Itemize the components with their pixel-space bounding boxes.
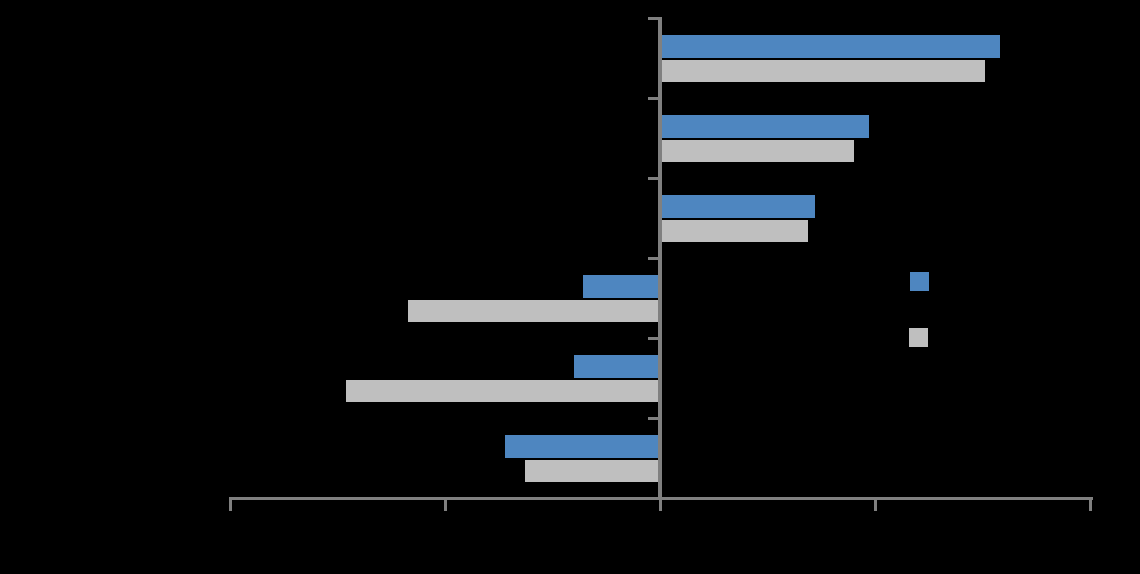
bar-gray-row-3 [662,220,808,242]
y-axis-tick [648,337,659,340]
bar-blue-row-4 [583,275,658,298]
x-axis-tick [444,497,447,511]
bar-blue-row-5 [574,355,658,378]
bar-gray-row-4 [408,300,658,322]
legend-swatch-blue [910,272,929,291]
y-axis-tick [648,257,659,260]
x-axis-tick [659,497,662,511]
x-axis-tick [874,497,877,511]
y-axis-tick [648,17,659,20]
y-axis-tick [648,417,659,420]
y-axis-tick [648,177,659,180]
bar-gray-row-6 [525,460,658,482]
bar-gray-row-5 [346,380,658,402]
y-axis-tick [648,97,659,100]
bar-gray-row-2 [662,140,854,162]
bar-blue-row-1 [662,35,1000,58]
legend-swatch-gray [909,328,928,347]
zero-axis-line [658,17,662,500]
bar-blue-row-2 [662,115,869,138]
x-axis-tick [229,497,232,511]
bar-blue-row-3 [662,195,815,218]
bar-blue-row-6 [505,435,658,458]
x-axis-tick [1089,497,1092,511]
bar-gray-row-1 [662,60,985,82]
